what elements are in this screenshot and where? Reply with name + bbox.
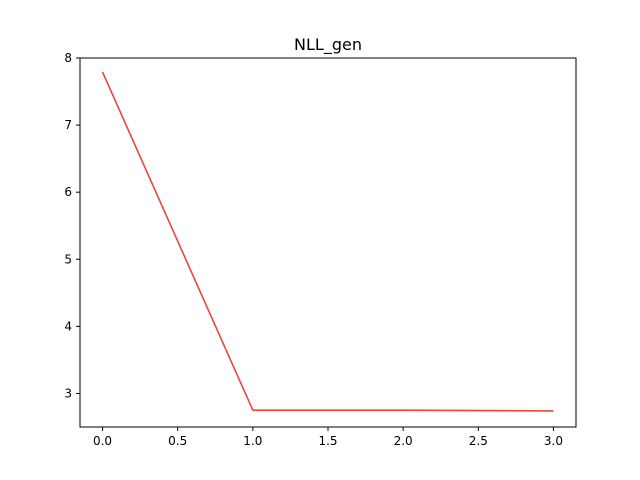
y-tick-label: 3 [64,386,72,400]
y-tick-label: 6 [64,185,72,199]
x-tick-label: 3.0 [544,434,563,448]
x-tick-label: 2.0 [394,434,413,448]
y-tick-label: 4 [64,319,72,333]
x-tick-label: 1.0 [243,434,262,448]
x-tick-label: 0.5 [168,434,187,448]
series-layer [101,71,554,412]
y-tick-label: 8 [64,51,72,65]
x-tick-label: 0.0 [93,434,112,448]
x-tick-label: 2.5 [469,434,488,448]
y-axis: 3 4 5 6 7 8 [64,51,80,400]
chart-title: NLL_gen [294,35,362,55]
x-axis: 0.0 0.5 1.0 1.5 2.0 2.5 3.0 [93,427,563,448]
y-tick-label: 7 [64,118,72,132]
series-line [101,71,554,412]
axes-frame [79,57,577,428]
y-tick-label: 5 [64,252,72,266]
x-tick-label: 1.5 [318,434,337,448]
